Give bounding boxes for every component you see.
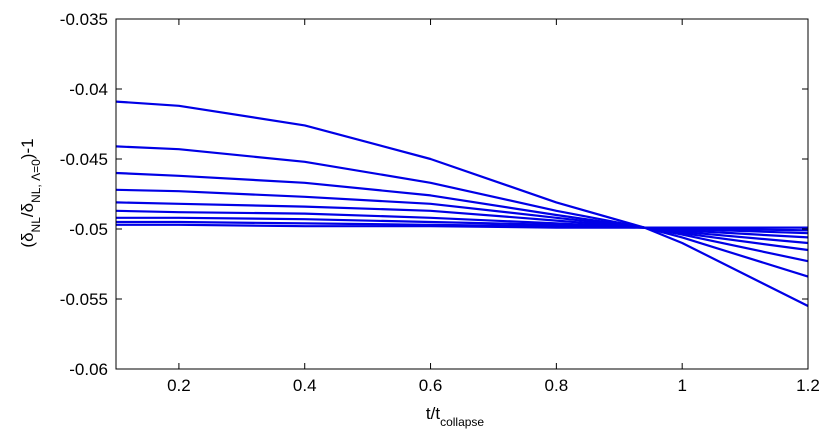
y-tick-label: -0.06 — [69, 360, 108, 379]
series-line — [116, 223, 808, 229]
y-axis-label-open: (δ — [18, 232, 37, 247]
x-tick-label: 1.2 — [796, 376, 820, 395]
y-tick-label: -0.04 — [69, 80, 108, 99]
x-tick-label: 0.8 — [545, 376, 569, 395]
x-axis-label: t/tcollapse — [426, 404, 485, 429]
series-lines — [115, 100, 809, 307]
y-axis-label-close: )-1 — [18, 138, 37, 159]
series-line — [115, 145, 809, 278]
y-axis-label: (δNL/δNL, Λ=0)-1 — [18, 138, 43, 247]
y-tick-label: -0.035 — [60, 10, 108, 29]
x-tick-label: 0.6 — [419, 376, 443, 395]
x-axis-label-subscript: collapse — [440, 415, 484, 429]
y-tick-label: -0.055 — [60, 290, 108, 309]
y-tick-labels: -0.06 -0.055 -0.05 -0.045 -0.04 -0.035 — [60, 10, 108, 379]
y-axis-label-sub1: NL — [29, 217, 43, 233]
x-axis-label-main: t/t — [426, 404, 440, 423]
axis-ticks — [116, 18, 809, 370]
x-tick-label: 0.2 — [167, 376, 191, 395]
x-tick-label: 1 — [677, 376, 686, 395]
series-line — [115, 209, 809, 239]
y-axis-label-sub2: NL, Λ=0 — [29, 159, 43, 203]
plot-frame — [115, 18, 809, 370]
series-line — [115, 188, 809, 252]
y-tick-label: -0.045 — [60, 150, 108, 169]
y-axis-label-slash: /δ — [18, 203, 37, 217]
series-line — [115, 100, 809, 307]
x-tick-labels: 0.2 0.4 0.6 0.8 1 1.2 — [167, 376, 820, 395]
y-tick-label: -0.05 — [69, 220, 108, 239]
x-tick-label: 0.4 — [293, 376, 317, 395]
series-line — [115, 201, 809, 245]
series-line — [115, 171, 809, 263]
